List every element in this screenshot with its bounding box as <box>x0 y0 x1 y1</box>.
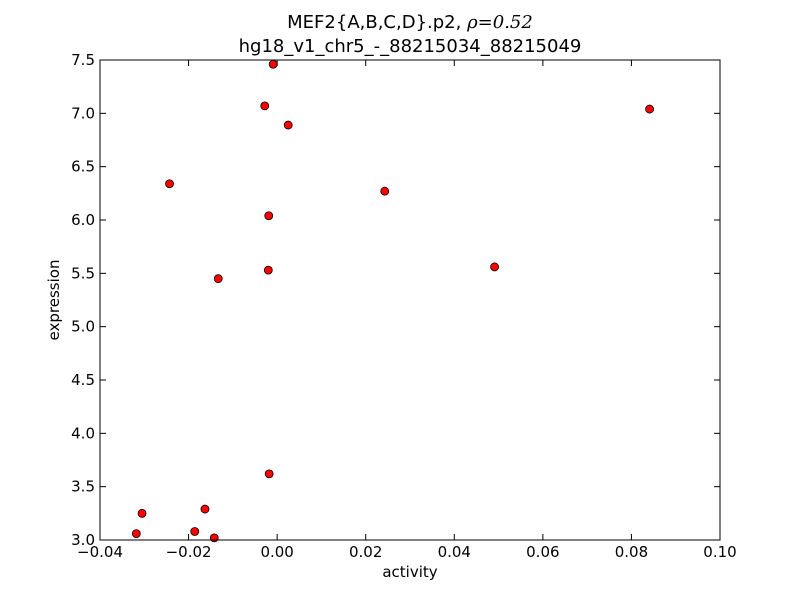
x-tick-label: 0.10 <box>703 543 736 561</box>
data-point <box>283 120 293 130</box>
y-tick-label: 5.5 <box>71 264 95 282</box>
y-tick-label: 4.0 <box>71 424 95 442</box>
plot-area: −0.04 −0.02 0.00 0.02 0.04 0.06 0.08 0.10 3.0 3.5… <box>71 51 737 561</box>
data-point <box>263 265 273 275</box>
data-point <box>190 527 200 536</box>
data-point <box>200 504 210 514</box>
x-tick-label: 0.08 <box>615 543 648 561</box>
x-tick-label: 0.06 <box>526 543 559 561</box>
data-point <box>260 101 270 111</box>
data-point <box>264 211 274 221</box>
data-point <box>213 274 223 284</box>
x-tick-label: 0.02 <box>349 543 382 561</box>
x-tick-label: 0.04 <box>438 543 471 561</box>
y-axis-label: expression <box>45 260 63 341</box>
data-point <box>380 186 390 196</box>
data-point <box>264 469 274 479</box>
y-tick-label: 7.5 <box>71 51 95 69</box>
y-tick-label: 4.5 <box>71 371 95 389</box>
data-point <box>490 262 499 272</box>
chart-title-rho: ρ=0.52 <box>466 12 533 33</box>
data-point <box>131 529 141 538</box>
x-tick-label: 0.00 <box>260 543 293 561</box>
y-tick-label: 7.0 <box>71 104 95 122</box>
data-point <box>137 508 147 518</box>
y-tick-label: 6.5 <box>71 158 95 176</box>
data-point <box>209 533 219 543</box>
chart-title-prefix: MEF2{A,B,C,D}.p2, <box>287 12 467 33</box>
y-tick-label: 3.0 <box>71 531 95 549</box>
chart-subtitle: hg18_v1_chr5_-_88215034_88215049 <box>239 36 582 57</box>
data-point <box>645 104 654 114</box>
x-tick-label: −0.04 <box>77 543 123 561</box>
y-tick-label: 3.5 <box>71 478 95 496</box>
y-tick-label: 6.0 <box>71 211 95 229</box>
x-axis-label: activity <box>382 563 437 581</box>
data-point <box>165 179 174 189</box>
plot-frame <box>99 59 721 541</box>
y-tick-label: 5.0 <box>71 318 95 336</box>
chart-title: MEF2{A,B,C,D}.p2, ρ=0.52 <box>287 12 533 33</box>
x-tick-label: −0.02 <box>166 543 212 561</box>
data-point <box>268 59 278 69</box>
